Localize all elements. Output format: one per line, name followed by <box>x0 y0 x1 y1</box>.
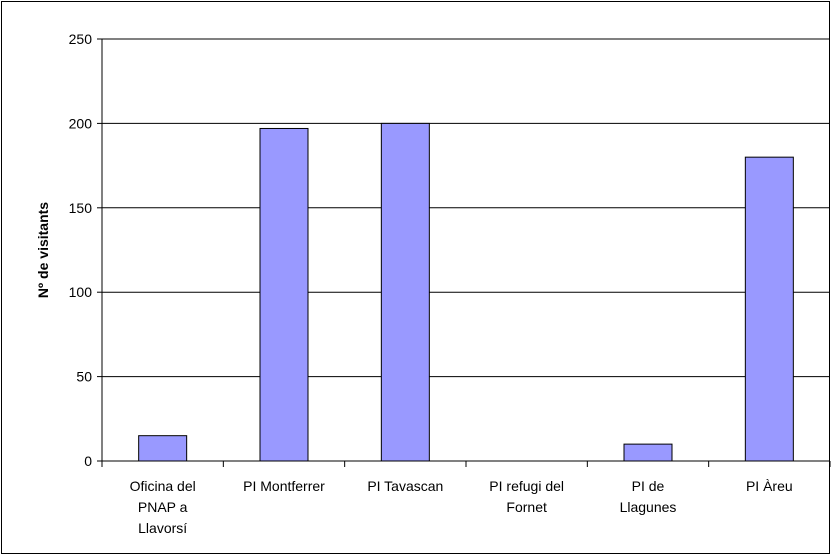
y-tick-label: 150 <box>69 200 93 216</box>
y-axis-title: Nº de visitants <box>35 202 51 298</box>
x-tick-label: PI Montferrer <box>243 478 325 494</box>
axes: 0 50 100 150 200 250 Oficina del PNAP a Llavorsí… <box>69 31 831 536</box>
y-tick-label: 200 <box>69 115 93 131</box>
bar <box>138 435 188 462</box>
x-tick-label: PI de Llagunes <box>620 478 677 515</box>
x-tick-label: Oficina del PNAP a Llavorsí <box>130 478 196 536</box>
y-tick-label: 100 <box>69 284 93 300</box>
gridlines <box>102 38 830 378</box>
y-tick-label: 250 <box>69 31 93 47</box>
y-tick-label: 0 <box>84 453 92 469</box>
bar <box>259 127 309 462</box>
bar <box>380 122 430 462</box>
x-tick-label: PI Àreu <box>746 478 793 494</box>
x-tick-label: PI refugi del Fornet <box>489 478 564 515</box>
bars <box>138 122 794 462</box>
bar <box>623 443 673 462</box>
x-tick-label: PI Tavascan <box>367 478 443 494</box>
y-tick-label: 50 <box>76 369 92 385</box>
bar <box>744 156 794 462</box>
